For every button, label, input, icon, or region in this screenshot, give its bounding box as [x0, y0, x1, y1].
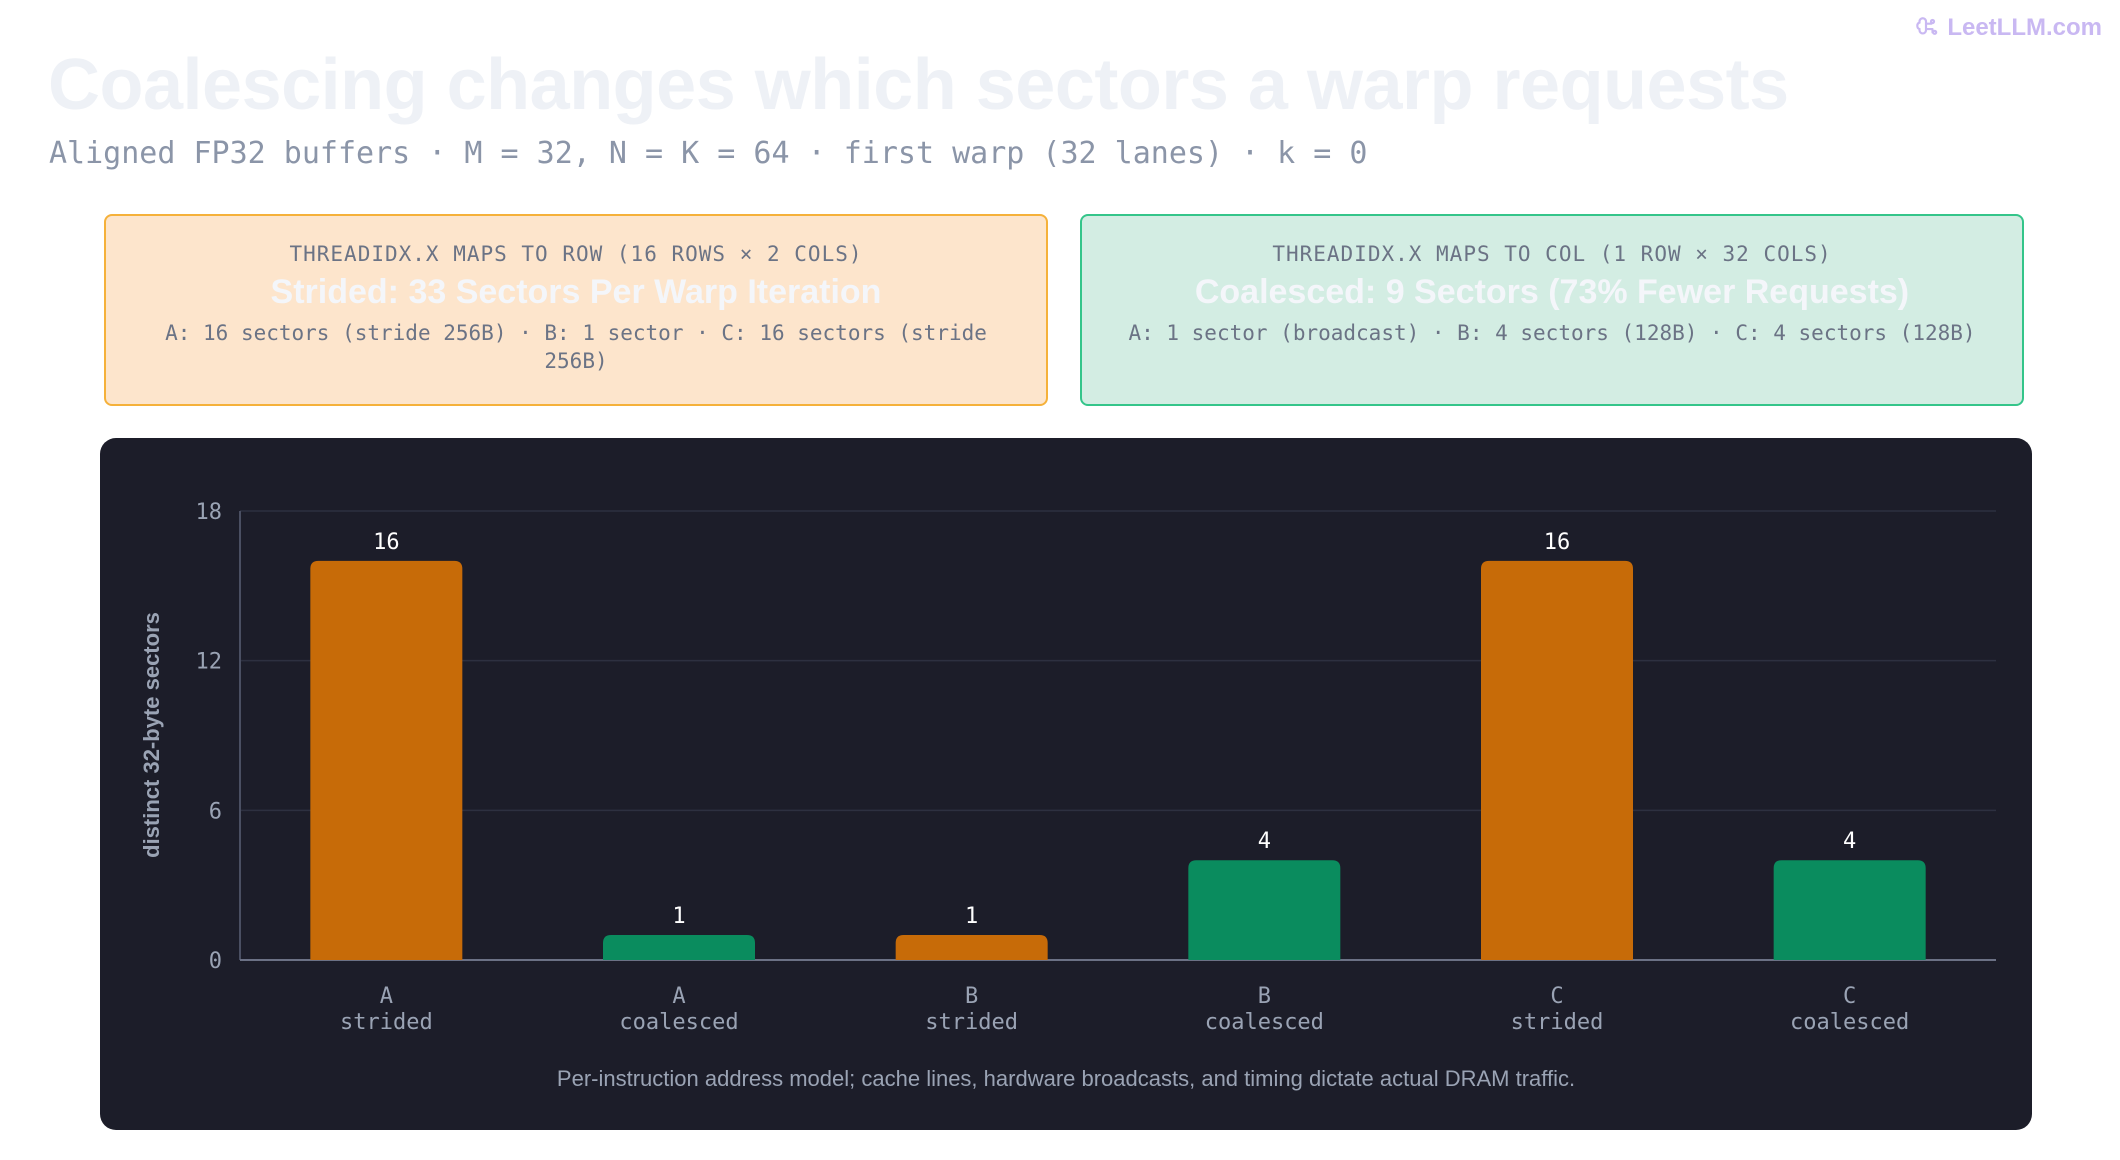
- x-tick-label: B: [965, 984, 978, 1009]
- y-tick-label: 6: [209, 799, 222, 824]
- card-kicker: THREADIDX.X MAPS TO COL (1 ROW × 32 COLS…: [1272, 242, 1832, 266]
- bar-value-label: 4: [1843, 829, 1856, 854]
- x-tick-label: B: [1258, 984, 1271, 1009]
- y-axis-label: distinct 32-byte sectors: [139, 612, 164, 858]
- y-tick-label: 0: [209, 949, 222, 974]
- bar-strided: [1481, 560, 1633, 960]
- x-tick-label: coalesced: [619, 1010, 738, 1035]
- coalesced-summary-card: THREADIDX.X MAPS TO COL (1 ROW × 32 COLS…: [1080, 214, 2024, 406]
- chart-caption: Per-instruction address model; cache lin…: [556, 1066, 1576, 1091]
- y-tick-label: 18: [196, 500, 223, 525]
- card-detail: A: 1 sector (broadcast) · B: 4 sectors (…: [1128, 321, 1976, 346]
- bar-value-label: 4: [1258, 829, 1271, 854]
- bar-value-label: 1: [965, 904, 978, 929]
- bar-chart: 0 6 12 18 distinct 32-byte sectors 16 Astrided…: [139, 500, 1996, 1035]
- card-headline: Coalesced: 9 Sectors (73% Fewer Requests…: [1194, 273, 1910, 312]
- x-tick-label: strided: [340, 1010, 433, 1035]
- brand-logo: LeetLLM.com: [1913, 14, 2102, 42]
- x-tick-label: C: [1550, 984, 1563, 1009]
- x-tick-label: A: [672, 984, 685, 1009]
- x-tick-label: strided: [925, 1010, 1018, 1035]
- card-headline: Strided: 33 Sectors Per Warp Iteration: [270, 273, 882, 312]
- bar-coalesced: [603, 935, 755, 960]
- x-tick-label: A: [380, 984, 393, 1009]
- card-kicker: THREADIDX.X MAPS TO ROW (16 ROWS × 2 COL…: [289, 242, 863, 266]
- x-tick-label: coalesced: [1205, 1010, 1324, 1035]
- card-detail: A: 16 sectors (stride 256B) · B: 1 secto…: [165, 321, 987, 373]
- page-subtitle: Aligned FP32 buffers · M = 32, N = K = 6…: [49, 136, 1368, 171]
- x-tick-label: coalesced: [1790, 1010, 1909, 1035]
- y-tick-label: 12: [196, 650, 223, 675]
- bar-strided: [310, 560, 463, 960]
- bar-strided: [895, 935, 1048, 960]
- bar-value-label: 1: [672, 904, 685, 929]
- bar-value-label: 16: [373, 530, 400, 555]
- brain-icon: [1916, 17, 1938, 35]
- bar-value-label: 16: [1544, 530, 1571, 555]
- brand-name: LeetLLM.com: [1947, 14, 2102, 41]
- x-tick-label: strided: [1511, 1010, 1604, 1035]
- x-tick-label: C: [1843, 984, 1856, 1009]
- bar-coalesced: [1188, 860, 1341, 960]
- page-title: Coalescing changes which sectors a warp …: [48, 45, 1789, 125]
- bar-coalesced: [1773, 860, 1926, 960]
- strided-summary-card: THREADIDX.X MAPS TO ROW (16 ROWS × 2 COL…: [104, 214, 1048, 406]
